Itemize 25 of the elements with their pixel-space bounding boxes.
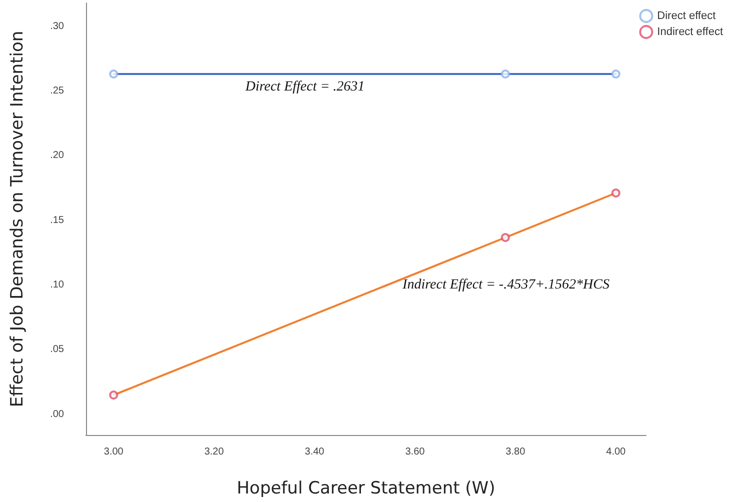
legend-label: Indirect effect: [657, 26, 724, 38]
y-tick-label: .05: [50, 344, 64, 356]
y-axis-title: Effect of Job Demands on Turnover Intention: [8, 30, 28, 408]
y-tick-label: .20: [50, 150, 64, 162]
y-tick-label: .00: [50, 408, 64, 420]
y-tick-label: .15: [50, 214, 64, 226]
y-tick-label: .10: [50, 279, 64, 290]
x-tick-label: 3.80: [506, 446, 526, 458]
x-tick-label: 3.60: [405, 446, 426, 458]
x-tick-label: 3.00: [104, 446, 124, 458]
point: [109, 70, 118, 79]
y-tick-label: .30: [50, 20, 64, 32]
x-tick-label: 3.20: [204, 446, 224, 458]
annotation: Indirect Effect = -.4537+.1562*HCS: [402, 278, 610, 292]
legend-label: Direct effect: [657, 10, 716, 22]
point: [611, 70, 620, 79]
x-tick-label: 3.40: [304, 446, 325, 458]
y-tick-label: .25: [50, 85, 64, 96]
point: [109, 390, 118, 400]
point: [500, 232, 510, 242]
annotation: Direct Effect = .2631: [244, 80, 365, 94]
x-axis-title: Hopeful Career Statement (W): [236, 478, 496, 498]
x-tick-label: 4.00: [606, 446, 626, 458]
point: [611, 188, 620, 198]
point: [500, 70, 510, 79]
